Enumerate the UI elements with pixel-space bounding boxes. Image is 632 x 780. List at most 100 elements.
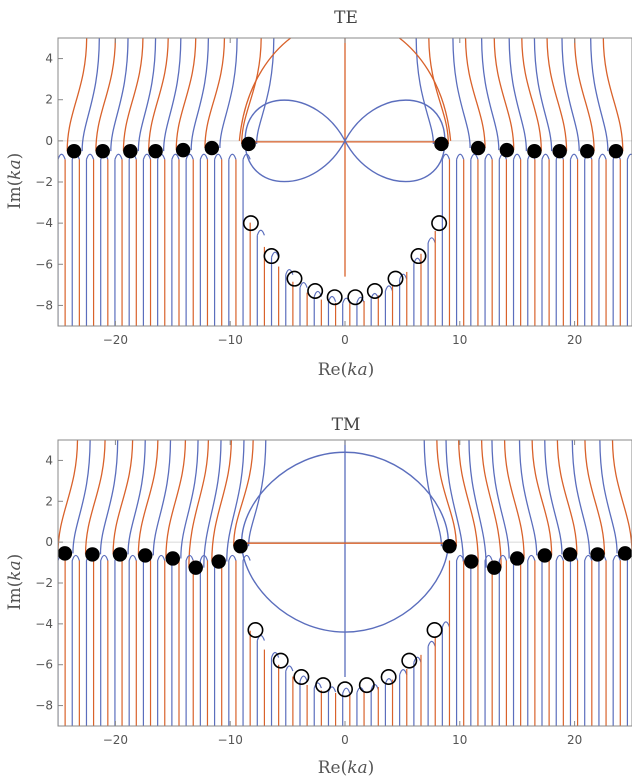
upper-orange-curve xyxy=(611,440,632,554)
upper-orange-curve xyxy=(175,38,197,151)
y-tick-label: 4 xyxy=(45,52,53,66)
lower-contour-cap xyxy=(199,153,209,160)
x-tick-label: 20 xyxy=(567,333,582,347)
x-tick-label: 10 xyxy=(452,333,467,347)
upper-blue-curve xyxy=(226,440,245,562)
upper-orange-curve xyxy=(428,38,449,144)
open-root-marker xyxy=(247,621,264,638)
upper-orange-curve xyxy=(481,440,502,568)
lower-contour-cap xyxy=(427,640,436,647)
contour-curves xyxy=(58,440,632,726)
upper-orange-curve xyxy=(58,440,79,554)
lower-contour-cap xyxy=(498,554,507,561)
open-root-marker xyxy=(401,652,418,669)
filled-root-marker xyxy=(112,547,128,562)
lower-contour-cap xyxy=(484,554,493,561)
filled-root-marker xyxy=(57,546,73,561)
lower-contour-cap xyxy=(185,153,194,160)
lower-contour-cap xyxy=(470,153,479,160)
filled-root-marker xyxy=(464,554,479,569)
lower-contour-cap xyxy=(199,554,209,561)
upper-orange-curve xyxy=(574,38,595,152)
lower-contour-cap xyxy=(299,675,308,682)
filled-root-marker xyxy=(562,547,578,562)
y-tick-label: −6 xyxy=(35,257,53,271)
upper-orange-curve xyxy=(584,440,606,555)
y-tick-label: −4 xyxy=(35,617,53,631)
arch-curve xyxy=(398,38,452,141)
upper-blue-curve xyxy=(561,38,580,152)
upper-blue-curve xyxy=(468,440,487,568)
lower-contour-cap xyxy=(413,656,422,663)
lower-contour-cap xyxy=(256,229,265,236)
open-root-marker xyxy=(286,270,303,287)
upper-orange-curve xyxy=(148,38,169,152)
filled-root-marker xyxy=(499,142,515,158)
open-root-marker xyxy=(347,289,364,306)
upper-blue-curve xyxy=(445,440,464,562)
lower-contour-cap xyxy=(626,153,632,160)
lower-contour-cap xyxy=(214,153,223,160)
upper-orange-curve xyxy=(211,440,232,562)
filled-root-marker xyxy=(148,143,163,159)
upper-blue-curve xyxy=(533,38,553,152)
lower-contour-cap xyxy=(128,554,137,561)
y-tick-label: −8 xyxy=(35,699,53,713)
lower-contour-cap xyxy=(142,153,152,160)
open-root-marker xyxy=(326,289,343,306)
filled-root-marker xyxy=(204,140,220,156)
upper-blue-curve xyxy=(571,440,591,555)
lower-contour-cap xyxy=(456,153,465,160)
lower-contour-cap xyxy=(427,237,436,244)
upper-orange-curve xyxy=(493,38,515,151)
tm-title: TM xyxy=(332,415,361,435)
te-xlabel: Re(ka) xyxy=(318,360,375,380)
upper-blue-curve xyxy=(152,440,172,556)
filled-root-marker xyxy=(552,143,567,159)
lower-contour-cap xyxy=(313,682,322,689)
filled-root-marker xyxy=(590,547,605,562)
central-loop-curve xyxy=(240,451,450,633)
filled-root-marker xyxy=(138,548,153,563)
x-tick-label: −10 xyxy=(218,333,243,347)
filled-root-marker xyxy=(175,142,191,158)
te-ylabel: Im(ka) xyxy=(5,153,25,210)
open-root-marker xyxy=(410,248,427,265)
open-root-marker xyxy=(263,248,280,265)
upper-orange-curve xyxy=(95,38,116,152)
filled-root-marker xyxy=(537,548,552,563)
upper-orange-curve xyxy=(165,440,187,559)
filled-root-marker xyxy=(617,546,632,561)
lower-contour-cap xyxy=(285,268,294,275)
upper-orange-curve xyxy=(112,440,134,555)
x-tick-label: −20 xyxy=(103,333,128,347)
filled-root-marker xyxy=(608,143,624,159)
upper-orange-curve xyxy=(84,440,106,555)
upper-blue-curve xyxy=(219,38,238,149)
upper-blue-curve xyxy=(255,38,275,144)
open-root-marker xyxy=(426,621,443,638)
y-tick-label: −2 xyxy=(35,576,53,590)
upper-orange-curve xyxy=(602,38,624,152)
upper-orange-curve xyxy=(531,440,553,556)
upper-orange-curve xyxy=(66,38,88,152)
lower-contour-cap xyxy=(456,554,465,561)
upper-blue-curve xyxy=(491,440,510,559)
y-tick-label: 0 xyxy=(45,535,53,549)
lower-contour-cap xyxy=(285,665,294,672)
tm-ylabel: Im(ka) xyxy=(5,554,25,611)
lower-contour-cap xyxy=(484,153,493,160)
upper-blue-curve xyxy=(81,38,100,152)
lower-contour-cap xyxy=(157,554,166,561)
filled-root-marker xyxy=(580,143,595,159)
tm-xlabel: Re(ka) xyxy=(318,758,375,778)
lower-contour-cap xyxy=(342,687,351,694)
upper-blue-curve xyxy=(481,38,500,151)
filled-root-marker xyxy=(66,143,82,159)
lower-contour-cap xyxy=(584,554,593,561)
filled-root-marker xyxy=(95,143,110,159)
